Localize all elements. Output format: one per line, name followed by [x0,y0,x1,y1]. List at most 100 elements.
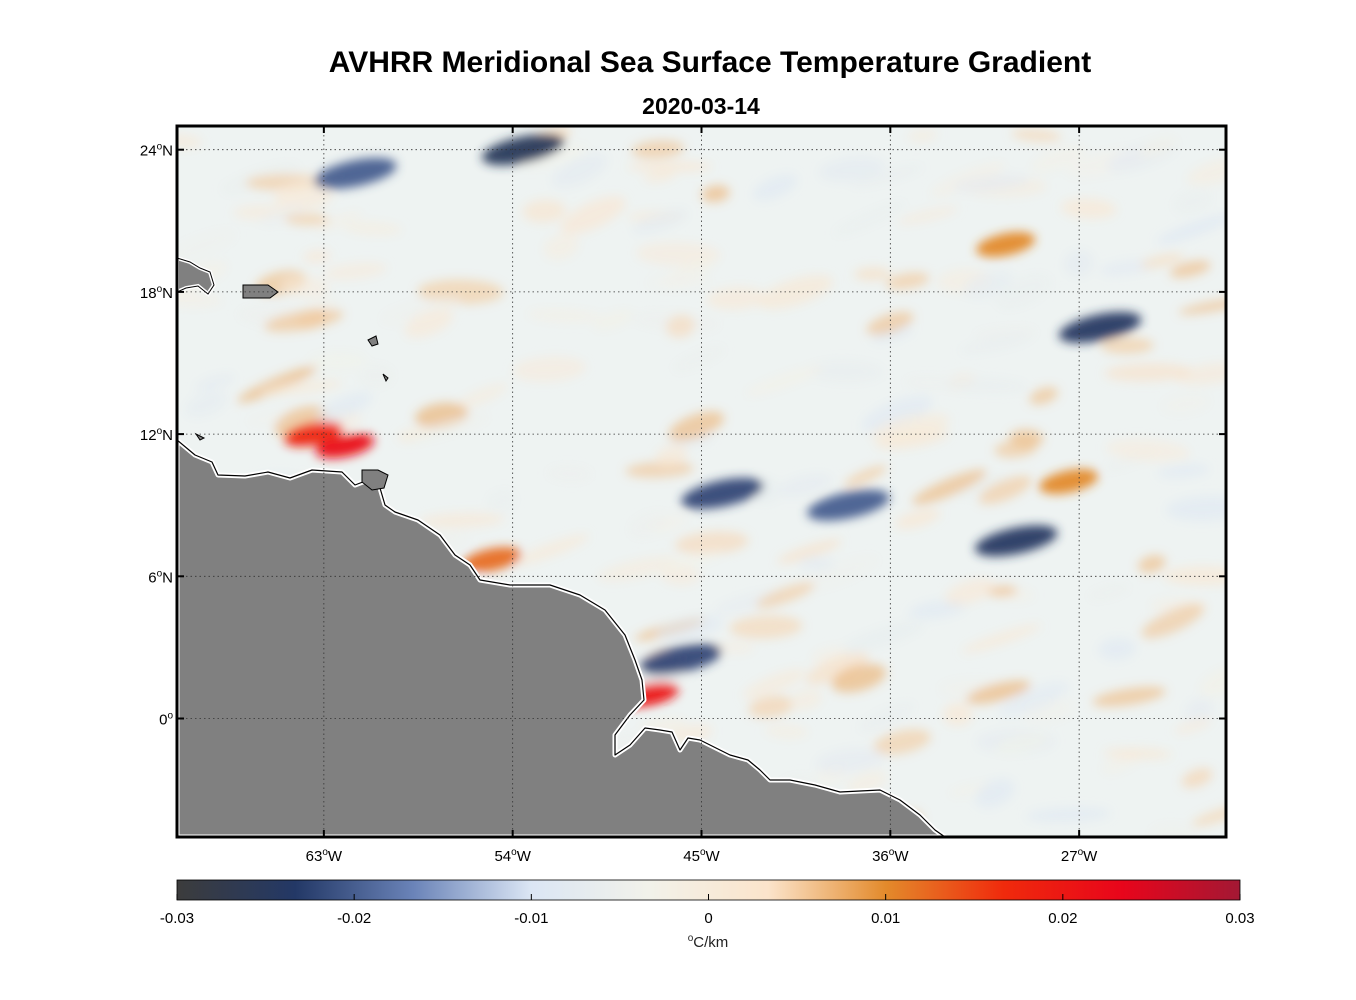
lat-tick-label: 24oN [140,142,173,160]
lon-tick-label: 54oW [494,847,531,865]
gradient-streak [1092,686,1166,707]
lon-tick-label: 36oW [872,847,909,865]
gradient-streak [798,555,836,572]
gradient-streak [1173,190,1212,214]
gradient-streak [851,165,923,187]
map-axes: 63oW 54oW 45oW 36oW 27oW 24oN 18oN 12oN 6oN 0o [140,126,1226,865]
gradient-streak [1011,128,1062,142]
gradient-streak [1178,298,1226,315]
gradient-streak [859,703,915,732]
cold-front-4 [975,525,1058,557]
gradient-streak [543,234,579,260]
gradient-streak [758,275,833,309]
gradient-streak [307,351,368,371]
gradient-streak [941,378,1028,393]
gradient-streak [358,365,394,387]
colorbar-tick-label: 0.02 [1048,910,1077,927]
gradient-streak [998,682,1069,716]
gradient-streak [729,615,803,639]
gradient-streak [777,539,842,564]
cold-front-6 [639,643,722,675]
island-guadeloupe [367,335,379,347]
gradient-streak [943,702,973,726]
gradient-streak [195,374,235,391]
gradient-streak [1166,496,1226,521]
gradient-streak [907,129,938,143]
gradient-streak [840,621,924,654]
gradient-streak [831,664,887,693]
gradient-streak [819,157,885,182]
gradient-streak [316,392,372,423]
gradient-streak [177,229,237,263]
gradient-streak [643,171,676,183]
gradient-streak [885,272,930,290]
gradient-streak [798,555,879,592]
gradient-streak [1098,638,1136,660]
gradient-streak [994,440,1038,458]
gradient-streak [487,490,516,512]
gradient-streak [908,600,967,619]
gradient-streak [284,213,330,226]
gradient-streak [1140,253,1184,269]
gradient-streak [1061,198,1117,219]
colorbar-tick-label: 0.03 [1225,910,1254,927]
gradient-streak [844,465,888,487]
warm-front-9 [462,547,522,573]
gradient-streak [1138,555,1166,573]
gradient-streak [871,413,950,443]
gradient-streak [742,668,806,700]
gradient-streak [674,531,749,555]
gradient-streak [632,209,688,234]
gradient-streak [1088,584,1130,600]
gradient-streak [668,411,725,441]
gradient-streak [673,346,725,372]
gradient-streak [1026,807,1111,823]
gradient-streak [547,466,592,481]
colorbar-tick-label: 0 [704,910,712,927]
island-grenada [194,432,206,441]
colorbar: -0.03 -0.02 -0.01 0 0.01 0.02 0.03 oC/km [160,879,1255,951]
gradient-streak [1105,439,1190,462]
gradient-streak [1141,603,1205,639]
map-title: AVHRR Meridional Sea Surface Temperature… [328,46,1092,79]
lat-tick-label: 12oN [140,426,173,444]
gradient-streak [1157,214,1226,245]
gradient-streak [454,383,508,410]
gradient-streak [381,297,462,325]
gradient-streak [1186,157,1226,186]
lon-tick-label: 63oW [306,847,343,865]
gradient-streak [904,376,954,389]
gradient-streak [1185,698,1214,723]
gradient-streak [745,365,824,396]
gradient-streak [656,615,723,641]
gradient-streak [805,652,870,685]
gradient-streak [409,414,490,442]
colorbar-units-degree: o [688,933,694,944]
gradient-streak [666,314,695,338]
gradient-streak [966,680,1031,704]
gradient-streak [866,311,914,336]
gradient-streak [522,199,566,223]
gradient-streak [1031,144,1086,173]
gradient-streak [597,556,679,582]
gradient-streak [651,514,688,533]
warm-front-11 [1039,469,1099,494]
gradient-streak [815,748,885,774]
coastline [177,439,946,837]
gradient-streak [1174,717,1212,735]
gradient-streak [873,729,931,755]
gradient-streak [1199,665,1226,697]
cold-front-1 [482,134,565,166]
gradient-streak [655,444,688,468]
gradient-streak [807,360,883,383]
colorbar-tick-label: -0.02 [337,910,371,927]
gradient-streak [1103,748,1172,760]
island-trinidad [361,469,389,491]
island-puerto-rico [242,284,279,299]
colorbar-units: oC/km [688,933,729,951]
gradient-streak [996,274,1051,309]
island-hispaniola-outline [177,257,215,295]
gradient-streak [975,779,1015,808]
gradient-streak [701,185,730,203]
gradient-streak [1101,337,1154,354]
